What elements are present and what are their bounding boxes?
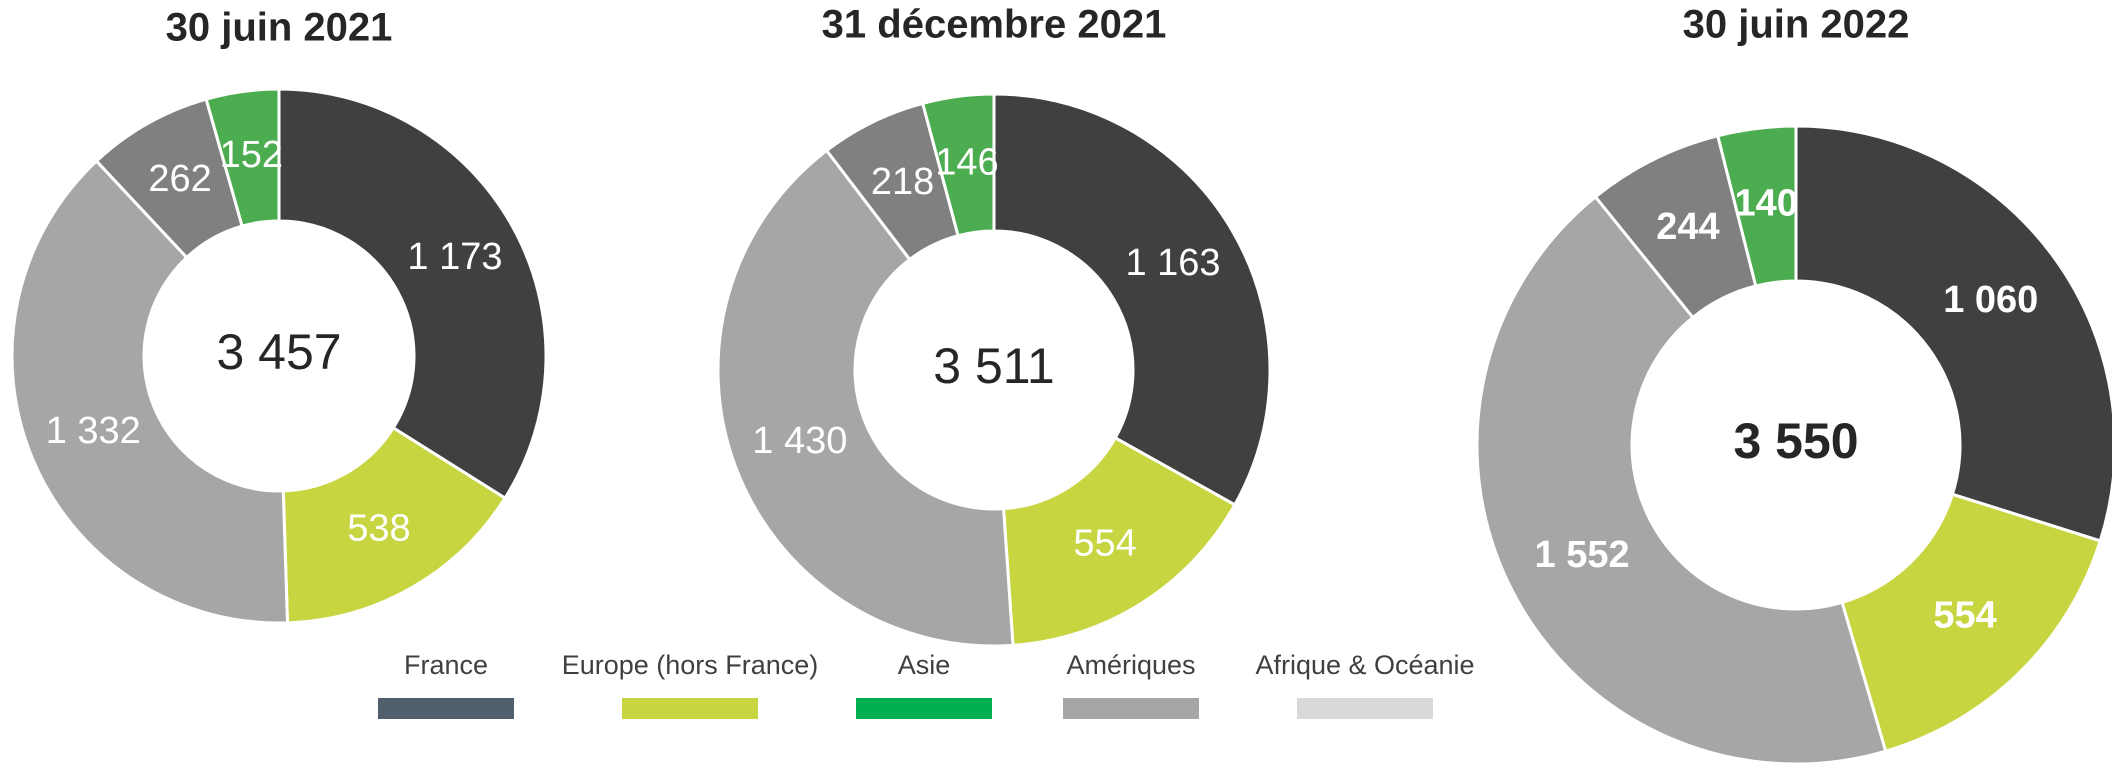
legend-swatch xyxy=(622,698,758,719)
slice xyxy=(1840,492,2103,753)
slice xyxy=(1794,124,2112,543)
legend-label: Afrique & Océanie xyxy=(1255,650,1474,680)
slice-label: 554 xyxy=(1933,595,1996,637)
slice xyxy=(992,92,1272,507)
slice-label: 1 430 xyxy=(752,420,847,462)
slice-label: 152 xyxy=(220,134,283,176)
slice xyxy=(1715,124,1798,288)
chart-title: 30 juin 2022 xyxy=(1683,3,1910,47)
slice-label: 554 xyxy=(1073,522,1136,564)
legend-label: France xyxy=(404,650,488,680)
legend-swatch xyxy=(378,698,514,719)
slice xyxy=(1001,435,1237,647)
slice xyxy=(204,87,281,228)
legend-swatch xyxy=(1063,698,1199,719)
slice-label: 218 xyxy=(871,161,934,203)
slice xyxy=(10,158,290,625)
slice-label: 262 xyxy=(148,158,211,200)
center-total: 3 550 xyxy=(1733,413,1858,469)
center-total: 3 457 xyxy=(216,324,341,380)
slice-label: 146 xyxy=(935,141,998,183)
legend-label: Europe (hors France) xyxy=(562,650,819,680)
legend-label: Amériques xyxy=(1066,650,1195,680)
slice-label: 1 060 xyxy=(1943,279,2038,321)
slice-label: 244 xyxy=(1656,206,1719,248)
chart-title: 30 juin 2021 xyxy=(166,6,393,50)
legend-label: Asie xyxy=(898,650,951,680)
slice xyxy=(920,92,996,238)
slice xyxy=(716,148,1015,648)
center-total: 3 511 xyxy=(933,338,1054,394)
slice-label: 538 xyxy=(347,507,410,549)
chart-title: 31 décembre 2021 xyxy=(822,3,1167,47)
slice-label: 140 xyxy=(1734,182,1797,224)
slice-label: 1 332 xyxy=(46,410,141,452)
legend-swatch xyxy=(1297,698,1433,719)
legend-swatch xyxy=(856,698,992,719)
slice-label: 1 173 xyxy=(407,236,502,278)
slice-label: 1 163 xyxy=(1125,242,1220,284)
slice xyxy=(281,425,508,625)
slice xyxy=(1475,194,1888,766)
slice xyxy=(277,87,548,501)
slice-label: 1 552 xyxy=(1535,534,1630,576)
